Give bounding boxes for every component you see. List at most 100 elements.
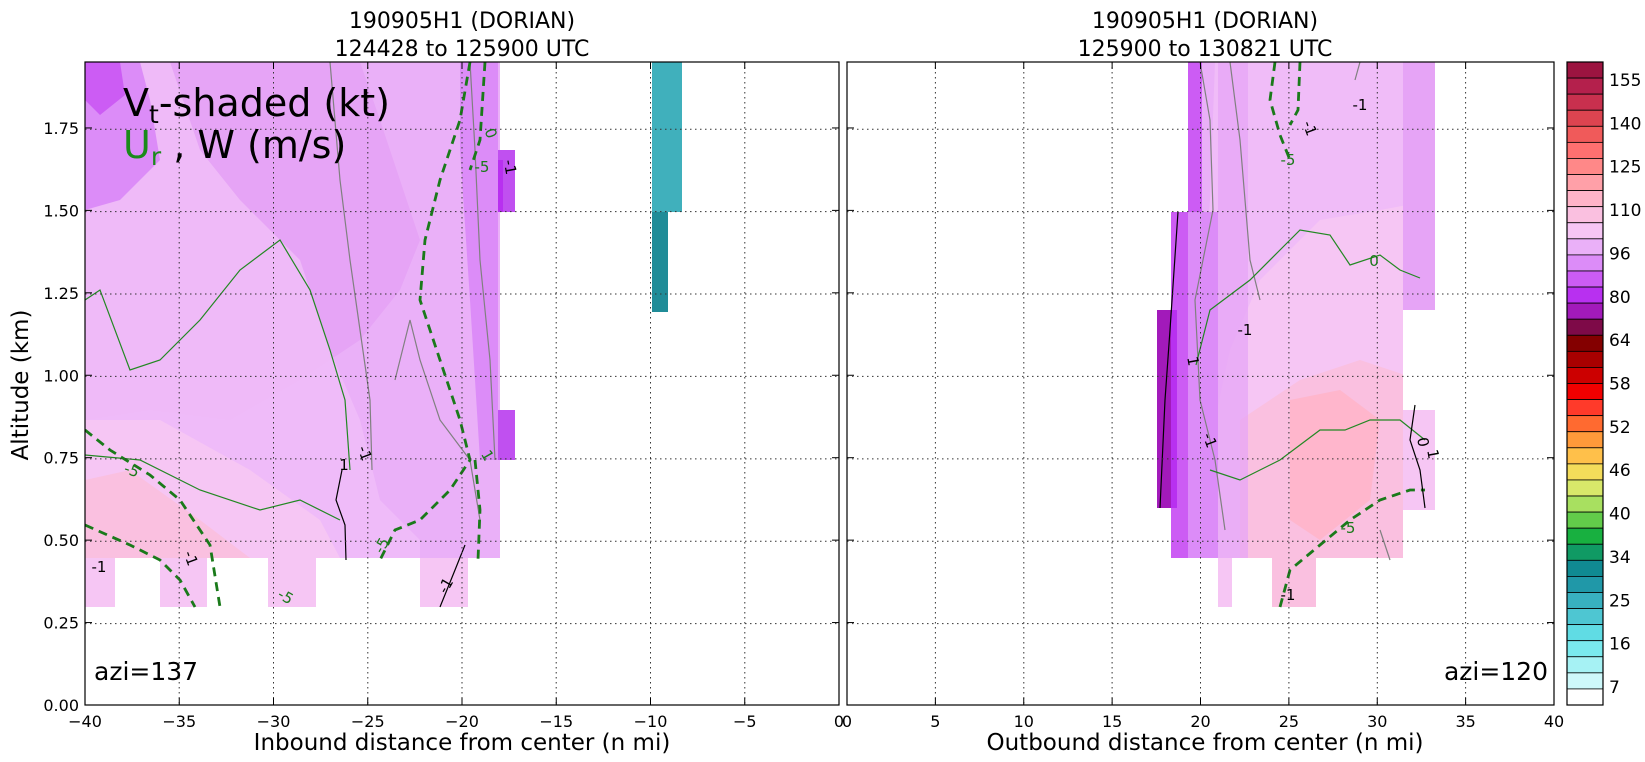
y-tick-label: 0.25 bbox=[43, 614, 79, 633]
colorbar-swatch bbox=[1566, 608, 1604, 626]
y-tick-label: 1.25 bbox=[43, 284, 79, 303]
contour-label: -1 bbox=[1238, 321, 1253, 339]
colorbar-tick-label: 25 bbox=[1609, 591, 1631, 611]
ur-symbol: U bbox=[123, 123, 151, 167]
colorbar-tick-label: 40 bbox=[1609, 505, 1631, 525]
colorbar-swatch bbox=[1566, 543, 1604, 561]
outbound-grid bbox=[847, 62, 1554, 705]
outbound-vt-shading bbox=[1157, 62, 1435, 608]
contour-label: 1 bbox=[1423, 448, 1442, 461]
colorbar-swatch bbox=[1566, 206, 1604, 224]
colorbar-swatch bbox=[1566, 511, 1604, 529]
x-tick-label: −5 bbox=[733, 712, 757, 731]
colorbar: 155 140 125 110 96 80 64 58 52 46 40 34 25 16 7 bbox=[1566, 61, 1641, 706]
colorbar-tick-label: 16 bbox=[1609, 635, 1631, 655]
contour-label: -1 bbox=[1299, 118, 1321, 138]
colorbar-tick-label: 58 bbox=[1609, 375, 1631, 395]
colorbar-swatch bbox=[1566, 334, 1604, 352]
svg-text:Ur , W (m/s): Ur , W (m/s) bbox=[123, 123, 346, 171]
colorbar-swatch bbox=[1566, 174, 1604, 191]
colorbar-swatch bbox=[1566, 640, 1604, 658]
colorbar-swatch bbox=[1566, 367, 1604, 384]
y-tick-label: 0.00 bbox=[43, 696, 79, 715]
inbound-xlabel: Inbound distance from center (n mi) bbox=[254, 730, 671, 756]
contour-label: 1 bbox=[1183, 355, 1202, 368]
y-tick-label: 1.50 bbox=[43, 201, 79, 220]
x-tick-label: −35 bbox=[162, 712, 196, 731]
colorbar-swatch bbox=[1566, 415, 1604, 433]
ur-w-label: , W (m/s) bbox=[161, 123, 346, 167]
colorbar-swatch bbox=[1566, 61, 1604, 79]
altitude-ylabel: Altitude (km) bbox=[8, 310, 34, 461]
contour-label: 0 bbox=[1369, 252, 1379, 270]
colorbar-tick-label: 64 bbox=[1609, 331, 1631, 351]
contour-label: -1 bbox=[500, 158, 520, 176]
colorbar-swatch bbox=[1566, 688, 1604, 706]
outbound-axis-ticks: 0 5 10 15 20 25 30 35 40 bbox=[842, 62, 1564, 731]
colorbar-tick-label: 110 bbox=[1609, 201, 1641, 221]
colorbar-tick-label: 80 bbox=[1609, 288, 1631, 308]
colorbar-swatch bbox=[1566, 592, 1604, 609]
inbound-grid bbox=[85, 62, 839, 705]
x-tick-label: 15 bbox=[1102, 712, 1122, 731]
outbound-xlabel: Outbound distance from center (n mi) bbox=[987, 730, 1424, 756]
contour-label: -1 bbox=[1199, 430, 1221, 450]
colorbar-swatch bbox=[1566, 222, 1604, 240]
y-tick-label: 0.50 bbox=[43, 531, 79, 550]
inbound-title-line1: 190905H1 (DORIAN) bbox=[349, 9, 575, 34]
outbound-title-line1: 190905H1 (DORIAN) bbox=[1092, 9, 1318, 34]
x-tick-label: −20 bbox=[445, 712, 479, 731]
x-tick-label: 35 bbox=[1455, 712, 1475, 731]
colorbar-swatch bbox=[1566, 350, 1604, 368]
x-tick-label: 10 bbox=[1014, 712, 1034, 731]
colorbar-swatch bbox=[1566, 559, 1604, 577]
x-tick-label: −40 bbox=[68, 712, 102, 731]
colorbar-swatch bbox=[1566, 254, 1604, 272]
x-tick-label: −25 bbox=[351, 712, 385, 731]
y-tick-label: 0.75 bbox=[43, 449, 79, 468]
vt-symbol: V bbox=[123, 81, 149, 125]
y-tick-label: 1.00 bbox=[43, 366, 79, 385]
colorbar-swatch bbox=[1566, 318, 1604, 336]
colorbar-swatch bbox=[1566, 431, 1604, 449]
inbound-panel: -1-5 1-1-50-5 -11-1-5 -1 −40 −35 −30 −25 −20 −15… bbox=[43, 9, 844, 756]
y-tick-label: 1.75 bbox=[43, 119, 79, 138]
colorbar-swatch bbox=[1566, 286, 1604, 304]
colorbar-swatch bbox=[1566, 238, 1604, 256]
x-tick-label: 40 bbox=[1544, 712, 1564, 731]
colorbar-swatch bbox=[1566, 624, 1604, 642]
colorbar-swatch bbox=[1566, 109, 1604, 127]
outbound-azimuth-annotation: azi=120 bbox=[1444, 657, 1548, 686]
colorbar-swatch bbox=[1566, 141, 1604, 159]
colorbar-swatch bbox=[1566, 270, 1604, 288]
vt-shaded-label: -shaded (kt) bbox=[159, 81, 390, 125]
contour-label: -1 bbox=[354, 443, 376, 463]
contour-label: -5 bbox=[1281, 151, 1296, 169]
colorbar-swatch bbox=[1566, 302, 1604, 320]
colorbar-swatch bbox=[1566, 93, 1604, 111]
colorbar-swatch bbox=[1566, 527, 1604, 545]
inbound-vt-shading bbox=[85, 62, 682, 608]
contour-label: -5 bbox=[122, 459, 142, 481]
colorbar-swatch bbox=[1566, 158, 1604, 175]
colorbar-swatch bbox=[1566, 495, 1604, 513]
colorbar-tick-label: 140 bbox=[1609, 114, 1641, 134]
outbound-title-line2: 125900 to 130821 UTC bbox=[1078, 37, 1333, 62]
variables-legend: Vt-shaded (kt) Ur , W (m/s) bbox=[123, 81, 390, 171]
x-tick-label: 25 bbox=[1279, 712, 1299, 731]
x-tick-label: −10 bbox=[634, 712, 668, 731]
x-tick-label: 30 bbox=[1367, 712, 1387, 731]
inbound-azimuth-annotation: azi=137 bbox=[94, 657, 198, 686]
outbound-panel: -1-5-10-11-1-5-101 0 5 10 15 20 25 30 35 40 1909… bbox=[842, 9, 1564, 756]
x-tick-label: −30 bbox=[257, 712, 291, 731]
colorbar-swatch bbox=[1566, 656, 1604, 674]
colorbar-swatch bbox=[1566, 125, 1604, 143]
contour-label: -1 bbox=[180, 548, 202, 568]
colorbar-swatch bbox=[1566, 672, 1604, 690]
colorbar-tick-label: 155 bbox=[1609, 71, 1641, 91]
colorbar-swatch bbox=[1566, 479, 1604, 497]
x-tick-label: 0 bbox=[842, 712, 852, 731]
x-tick-label: 5 bbox=[930, 712, 940, 731]
contour-label: -1 bbox=[92, 558, 107, 576]
colorbar-frame bbox=[1566, 61, 1604, 706]
